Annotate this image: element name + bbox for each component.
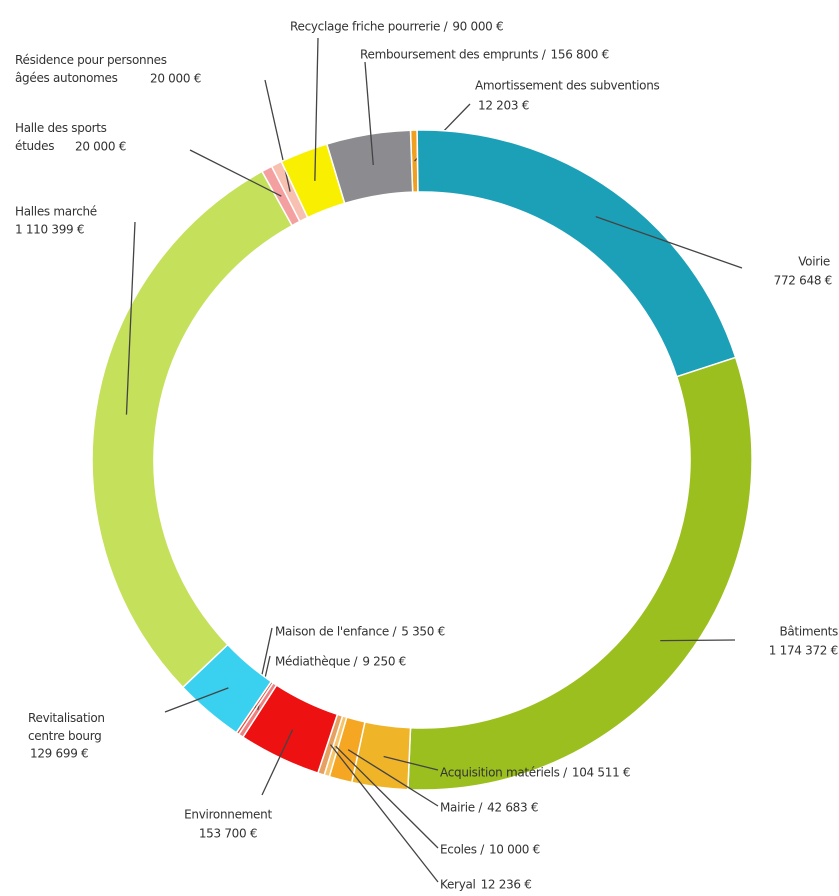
leader-line: [364, 61, 374, 166]
segment-label: Médiathèque /: [275, 655, 359, 669]
donut-segment: [416, 129, 737, 378]
segment-value-label: 20 000 €: [150, 72, 201, 86]
segment-label: Revitalisation centre bourg: [28, 711, 108, 743]
segment-value-label: 20 000 €: [75, 140, 126, 154]
leader-line: [383, 755, 439, 771]
donut-segment: [407, 356, 753, 791]
segment-value-label: 772 648 €: [774, 274, 832, 288]
leader-line: [660, 639, 736, 642]
segment-value-label: 12 203 €: [478, 99, 529, 113]
segment-label: Résidence pour personnes âgées autonomes: [15, 53, 170, 85]
segment-value-label: 10 000 €: [489, 843, 540, 857]
segment-value-label: 129 699 €: [30, 747, 88, 761]
segment-label: Bâtiments: [779, 625, 838, 639]
leader-line: [189, 149, 282, 197]
segment-label: Halles marché: [15, 205, 97, 219]
leader-line: [125, 221, 136, 415]
segment-value-label: 156 800 €: [551, 48, 609, 62]
segment-value-label: 1 110 399 €: [15, 223, 84, 237]
segment-value-label: 9 250 €: [362, 655, 406, 669]
segment-label: Ecoles /: [440, 843, 485, 857]
segment-value-label: 90 000 €: [452, 20, 503, 34]
segment-label: Mairie /: [440, 801, 483, 815]
segment-value-label: 153 700 €: [199, 827, 257, 841]
segment-label: Amortissement des subventions: [475, 79, 660, 93]
leader-line: [347, 749, 439, 807]
segment-value-label: 5 350 €: [401, 625, 445, 639]
leader-line: [314, 37, 319, 181]
leader-line: [261, 729, 294, 796]
donut-segment: [325, 129, 414, 205]
donut-segment: [91, 170, 294, 689]
leader-line: [595, 216, 743, 269]
leader-line: [164, 687, 229, 713]
segment-label: Maison de l'enfance /: [275, 625, 397, 639]
leader-line: [264, 79, 291, 192]
segment-label: Keryal: [440, 878, 476, 892]
segment-value-label: 42 683 €: [487, 801, 538, 815]
segment-label: Remboursement des emprunts /: [360, 48, 547, 62]
segment-label: Recyclage friche pourrerie /: [290, 20, 449, 34]
leader-line: [335, 745, 439, 849]
segment-label: Halle des sports études: [15, 121, 110, 153]
segment-label: Acquisition matériels /: [440, 766, 568, 780]
segment-value-label: 104 511 €: [572, 766, 630, 780]
segment-label: Environnement: [184, 808, 272, 822]
segment-value-label: 1 174 372 €: [769, 644, 838, 658]
segment-value-label: 12 236 €: [481, 878, 532, 892]
segment-label: Voirie: [798, 255, 830, 269]
leader-line: [329, 744, 439, 883]
